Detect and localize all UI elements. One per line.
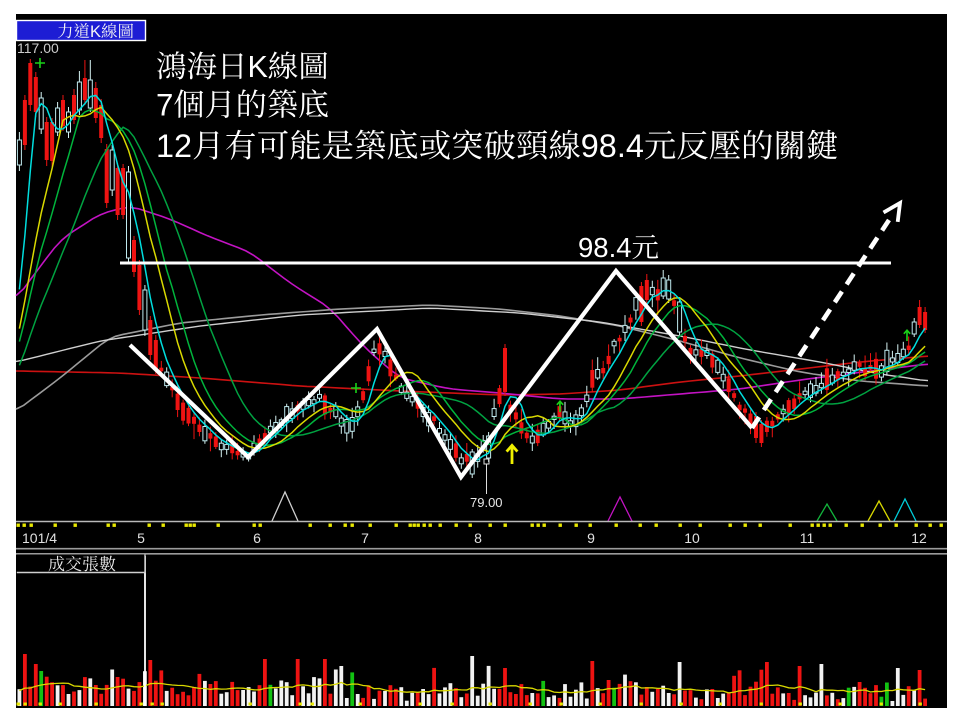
svg-text:6: 6 (253, 530, 261, 546)
svg-text:10: 10 (684, 530, 700, 546)
svg-text:117.00: 117.00 (17, 40, 59, 56)
svg-text:K: K (248, 50, 268, 84)
svg-text:5: 5 (137, 530, 145, 546)
svg-text:9: 9 (587, 530, 595, 546)
svg-text:98.4: 98.4 (578, 232, 632, 263)
svg-text:7: 7 (361, 530, 369, 546)
svg-text:79.00: 79.00 (470, 495, 503, 510)
svg-text:98.4: 98.4 (581, 128, 644, 164)
svg-text:7: 7 (156, 88, 173, 123)
svg-text:8: 8 (474, 530, 482, 546)
svg-text:K: K (90, 23, 101, 41)
svg-text:101/4: 101/4 (22, 530, 57, 546)
svg-text:12: 12 (911, 530, 927, 546)
svg-text:11: 11 (800, 530, 815, 546)
svg-text:12: 12 (156, 128, 192, 164)
